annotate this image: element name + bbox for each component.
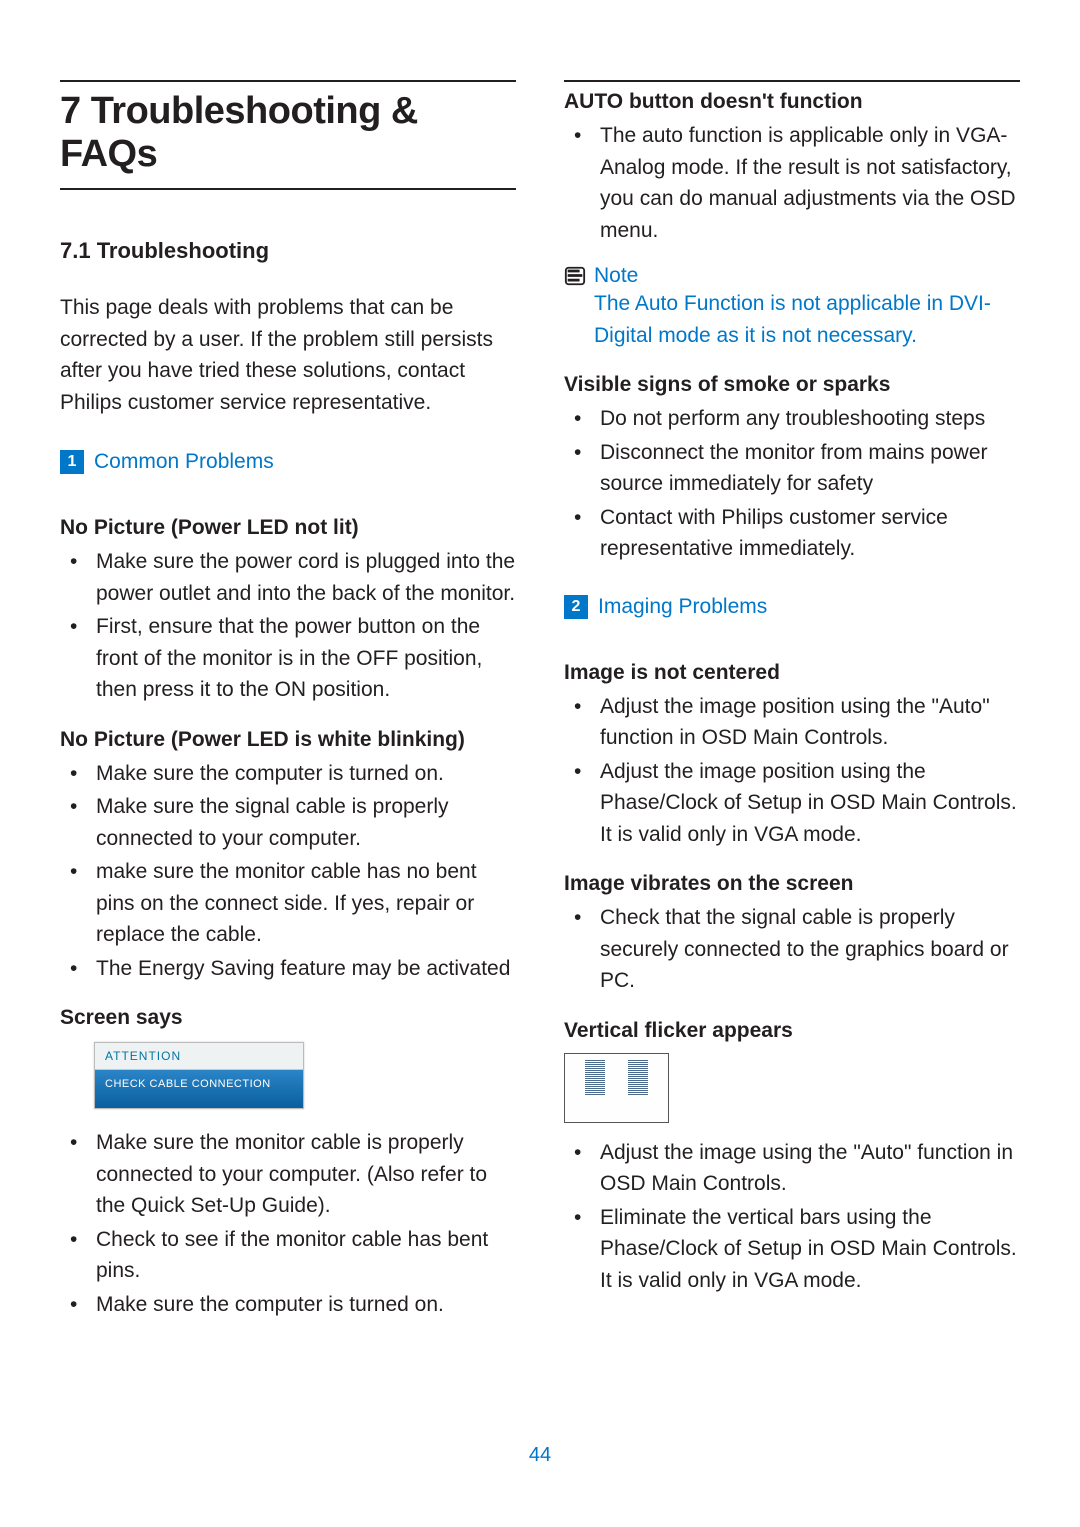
left-column: 7 Troubleshooting & FAQs 7.1 Troubleshoo… [60, 80, 516, 1414]
note-block: Note The Auto Function is not applicable… [564, 264, 1020, 351]
attention-dialog-graphic: ATTENTION CHECK CABLE CONNECTION [94, 1042, 304, 1109]
section-number-box: 1 [60, 450, 84, 474]
list-item: Adjust the image using the "Auto" functi… [564, 1137, 1020, 1200]
bullet-list: The auto function is applicable only in … [564, 120, 1020, 246]
intro-paragraph: This page deals with problems that can b… [60, 292, 516, 418]
list-item: Make sure the computer is turned on. [60, 758, 516, 790]
list-item: Make sure the computer is turned on. [60, 1289, 516, 1321]
bullet-list: Check that the signal cable is properly … [564, 902, 1020, 997]
page-number: 44 [60, 1414, 1020, 1467]
attention-header: ATTENTION [95, 1043, 303, 1070]
note-icon [564, 265, 586, 287]
list-item: Disconnect the monitor from mains power … [564, 437, 1020, 500]
issue-heading: Screen says [60, 1006, 516, 1030]
list-item: Do not perform any troubleshooting steps [564, 403, 1020, 435]
issue-heading: Image vibrates on the screen [564, 872, 1020, 896]
vertical-flicker-graphic [564, 1053, 669, 1123]
section-number-title: Imaging Problems [598, 595, 767, 619]
list-item: Contact with Philips customer service re… [564, 502, 1020, 565]
two-column-layout: 7 Troubleshooting & FAQs 7.1 Troubleshoo… [60, 80, 1020, 1414]
list-item: Check that the signal cable is properly … [564, 902, 1020, 997]
bullet-list: Adjust the image position using the "Aut… [564, 691, 1020, 851]
numbered-section-1: 1 Common Problems [60, 450, 274, 474]
list-item: make sure the monitor cable has no bent … [60, 856, 516, 951]
issue-heading: No Picture (Power LED is white blinking) [60, 728, 516, 752]
chapter-title: 7 Troubleshooting & FAQs [60, 80, 516, 190]
bullet-list: Adjust the image using the "Auto" functi… [564, 1137, 1020, 1297]
flicker-column [628, 1060, 648, 1112]
note-body: The Auto Function is not applicable in D… [564, 288, 1020, 351]
list-item: Make sure the monitor cable is properly … [60, 1127, 516, 1222]
section-number-title: Common Problems [94, 450, 274, 474]
bullet-list: Do not perform any troubleshooting steps… [564, 403, 1020, 565]
issue-heading: Visible signs of smoke or sparks [564, 373, 1020, 397]
note-label: Note [594, 264, 638, 288]
list-item: Make sure the signal cable is properly c… [60, 791, 516, 854]
issue-heading: Image is not centered [564, 661, 1020, 685]
list-item: Eliminate the vertical bars using the Ph… [564, 1202, 1020, 1297]
right-column: AUTO button doesn't function The auto fu… [564, 80, 1020, 1414]
note-header: Note [564, 264, 1020, 288]
list-item: The auto function is applicable only in … [564, 120, 1020, 246]
bullet-list: Make sure the computer is turned on. Mak… [60, 758, 516, 985]
list-item: The Energy Saving feature may be activat… [60, 953, 516, 985]
flicker-column [585, 1060, 605, 1112]
bullet-list: Make sure the monitor cable is properly … [60, 1127, 516, 1320]
list-item: First, ensure that the power button on t… [60, 611, 516, 706]
page: 7 Troubleshooting & FAQs 7.1 Troubleshoo… [60, 80, 1020, 1467]
bullet-list: Make sure the power cord is plugged into… [60, 546, 516, 706]
issue-heading: Vertical flicker appears [564, 1019, 1020, 1043]
list-item: Make sure the power cord is plugged into… [60, 546, 516, 609]
list-item: Adjust the image position using the "Aut… [564, 691, 1020, 754]
numbered-section-2: 2 Imaging Problems [564, 595, 767, 619]
issue-heading: No Picture (Power LED not lit) [60, 516, 516, 540]
list-item: Check to see if the monitor cable has be… [60, 1224, 516, 1287]
issue-heading: AUTO button doesn't function [564, 90, 1020, 114]
section-title: 7.1 Troubleshooting [60, 238, 516, 264]
attention-message: CHECK CABLE CONNECTION [95, 1070, 303, 1108]
column-top-rule: AUTO button doesn't function The auto fu… [564, 80, 1020, 246]
list-item: Adjust the image position using the Phas… [564, 756, 1020, 851]
section-number-box: 2 [564, 595, 588, 619]
